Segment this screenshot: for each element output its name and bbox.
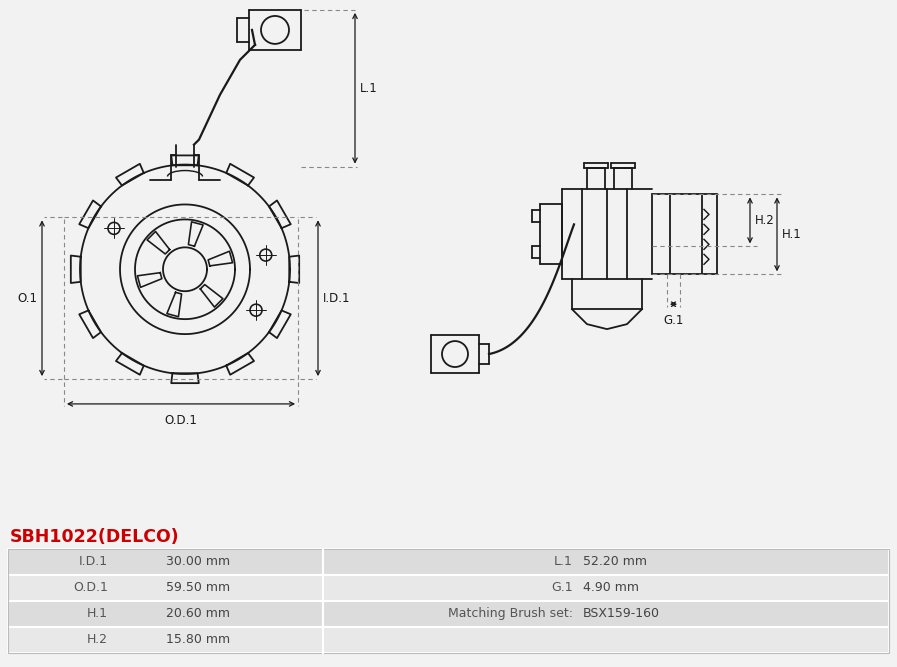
Bar xyxy=(8,627,323,653)
Bar xyxy=(323,601,889,627)
Text: Matching Brush set:: Matching Brush set: xyxy=(448,608,573,620)
Text: O.D.1: O.D.1 xyxy=(164,414,197,427)
Text: 15.80 mm: 15.80 mm xyxy=(166,634,230,646)
Text: SBH1022(DELCO): SBH1022(DELCO) xyxy=(10,528,179,546)
Text: 20.60 mm: 20.60 mm xyxy=(166,608,230,620)
Text: H.1: H.1 xyxy=(87,608,108,620)
Bar xyxy=(323,627,889,653)
Text: 59.50 mm: 59.50 mm xyxy=(166,581,230,594)
Text: BSX159-160: BSX159-160 xyxy=(583,608,660,620)
Bar xyxy=(8,549,323,575)
Text: H.1: H.1 xyxy=(782,228,802,241)
Bar xyxy=(8,575,323,601)
Text: G.1: G.1 xyxy=(552,581,573,594)
Text: 52.20 mm: 52.20 mm xyxy=(583,555,647,568)
Text: H.2: H.2 xyxy=(87,634,108,646)
Bar xyxy=(323,575,889,601)
Bar xyxy=(8,549,889,653)
Text: L.1: L.1 xyxy=(554,555,573,568)
Text: L.1: L.1 xyxy=(360,82,378,95)
Text: I.D.1: I.D.1 xyxy=(323,291,351,305)
Text: H.2: H.2 xyxy=(755,214,775,227)
Bar xyxy=(323,549,889,575)
Text: G.1: G.1 xyxy=(663,314,684,327)
Text: 4.90 mm: 4.90 mm xyxy=(583,581,639,594)
Bar xyxy=(8,601,323,627)
Text: O.1: O.1 xyxy=(17,291,37,305)
Text: I.D.1: I.D.1 xyxy=(79,555,108,568)
Text: O.D.1: O.D.1 xyxy=(74,581,108,594)
Text: 30.00 mm: 30.00 mm xyxy=(166,555,230,568)
